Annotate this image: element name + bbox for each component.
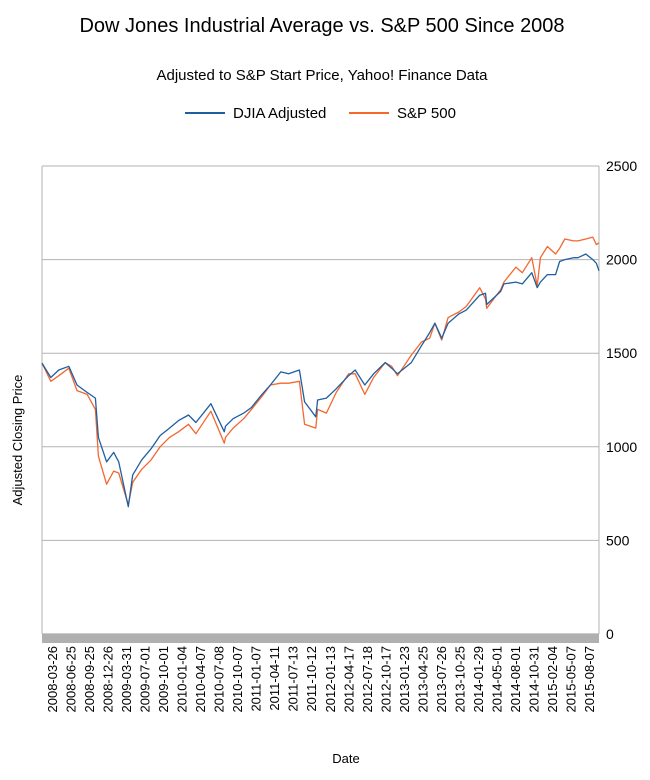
y-tick-label: 500 bbox=[606, 532, 630, 548]
x-tick-label: 2012-04-17 bbox=[341, 646, 356, 713]
legend-label-sp500: S&P 500 bbox=[397, 105, 456, 122]
chart-subtitle: Adjusted to S&P Start Price, Yahoo! Fina… bbox=[156, 67, 488, 84]
x-tick-label: 2014-05-01 bbox=[489, 646, 504, 713]
y-tick-label: 1500 bbox=[606, 345, 637, 361]
series-lines bbox=[41, 236, 600, 508]
series-line-djia bbox=[41, 253, 600, 508]
x-axis-bar bbox=[42, 634, 599, 643]
x-axis-label: Date bbox=[332, 751, 359, 766]
x-tick-label: 2009-10-01 bbox=[156, 646, 171, 713]
y-axis-label: Adjusted Closing Price bbox=[10, 375, 25, 506]
x-tick-label: 2013-04-25 bbox=[415, 646, 430, 713]
x-tick-label: 2008-06-25 bbox=[64, 646, 79, 713]
x-tick-label: 2008-12-26 bbox=[101, 646, 116, 713]
y-tick-labels: 0 500 1000 1500 2000 2500 bbox=[606, 158, 637, 642]
x-tick-label: 2011-07-13 bbox=[286, 646, 301, 712]
x-tick-label: 2008-03-26 bbox=[45, 646, 60, 713]
x-tick-labels: 2008-03-26 2008-06-25 2008-09-25 2008-12-26… bbox=[45, 646, 597, 713]
x-tick-label: 2015-05-07 bbox=[564, 646, 579, 713]
chart-title: Dow Jones Industrial Average vs. S&P 500… bbox=[79, 15, 564, 37]
x-tick-label: 2012-10-17 bbox=[378, 646, 393, 713]
x-tick-label: 2009-03-31 bbox=[119, 646, 134, 713]
x-tick-label: 2010-04-07 bbox=[193, 646, 208, 713]
x-tick-label: 2010-01-04 bbox=[175, 646, 190, 713]
legend: DJIA Adjusted S&P 500 bbox=[185, 105, 456, 122]
x-tick-label: 2010-07-08 bbox=[212, 646, 227, 713]
x-tick-label: 2013-10-25 bbox=[452, 646, 467, 713]
y-tick-label: 0 bbox=[606, 626, 614, 642]
x-tick-label: 2014-08-01 bbox=[508, 646, 523, 713]
x-tick-label: 2011-10-12 bbox=[304, 646, 319, 712]
x-tick-label: 2012-01-13 bbox=[323, 646, 338, 713]
legend-label-djia: DJIA Adjusted bbox=[233, 105, 326, 122]
y-tick-label: 2500 bbox=[606, 158, 637, 174]
x-tick-label: 2013-07-26 bbox=[434, 646, 449, 713]
y-tick-label: 1000 bbox=[606, 439, 637, 455]
x-tick-label: 2010-10-07 bbox=[230, 646, 245, 713]
x-tick-label: 2015-08-07 bbox=[582, 646, 597, 713]
x-tick-label: 2014-10-31 bbox=[526, 646, 541, 713]
x-tick-label: 2009-07-01 bbox=[138, 646, 153, 713]
y-tick-label: 2000 bbox=[606, 252, 637, 268]
x-tick-label: 2013-01-23 bbox=[397, 646, 412, 713]
x-tick-label: 2008-09-25 bbox=[82, 646, 97, 713]
x-tick-label: 2015-02-04 bbox=[545, 646, 560, 713]
series-line-sp500 bbox=[41, 236, 600, 506]
x-tick-label: 2011-01-07 bbox=[249, 646, 264, 712]
x-tick-label: 2011-04-11 bbox=[267, 646, 282, 711]
x-tick-label: 2012-07-18 bbox=[360, 646, 375, 713]
x-tick-label: 2014-01-29 bbox=[471, 646, 486, 713]
